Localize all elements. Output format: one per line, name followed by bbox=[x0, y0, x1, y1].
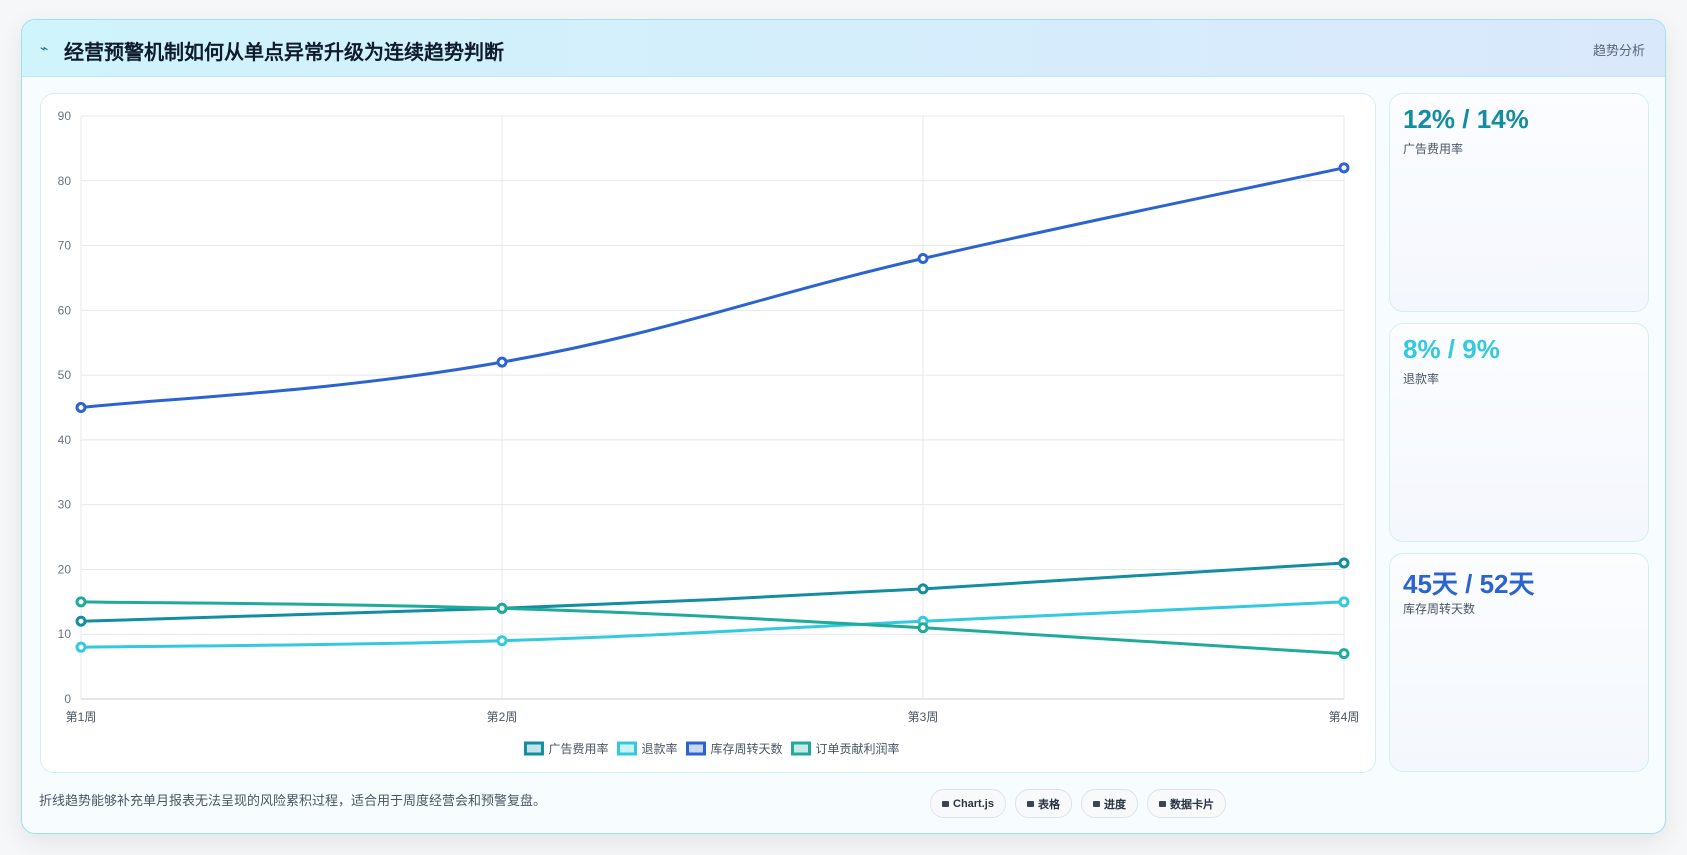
data-point bbox=[75, 641, 87, 653]
y-tick-label: 40 bbox=[58, 433, 72, 447]
legend-swatch bbox=[616, 741, 637, 756]
series-line bbox=[80, 561, 1345, 623]
data-point bbox=[75, 402, 87, 413]
data-point bbox=[1338, 648, 1350, 660]
button-label: 表格 bbox=[1037, 798, 1060, 811]
stat-value: 8% / 9% bbox=[1403, 334, 1500, 364]
data-point bbox=[1338, 162, 1350, 174]
legend-swatch bbox=[686, 741, 706, 756]
x-tick-label: 第1周 bbox=[66, 710, 97, 724]
data-point bbox=[496, 356, 508, 368]
button-label: 进度 bbox=[1103, 798, 1126, 811]
view-button[interactable]: Chart.js bbox=[930, 789, 1006, 818]
y-tick-label: 30 bbox=[58, 498, 72, 512]
y-tick-label: 10 bbox=[58, 627, 72, 641]
x-tick-label: 第3周 bbox=[908, 710, 939, 724]
legend: 广告费用率 退款率 库存周转天数 订单贡献利润率 bbox=[523, 741, 900, 756]
data-point bbox=[1338, 557, 1350, 569]
footer-note: 折线趋势能够补充单月报表无法呈现的风险累积过程，适合用于周度经营会和预警复盘。 bbox=[39, 793, 547, 808]
data-point bbox=[917, 253, 929, 265]
data-point bbox=[917, 622, 929, 634]
y-tick-label: 80 bbox=[58, 174, 72, 188]
data-point bbox=[75, 596, 87, 608]
data-point bbox=[1338, 596, 1350, 608]
data-point bbox=[496, 602, 508, 614]
series-line bbox=[80, 600, 1345, 649]
data-point bbox=[917, 583, 929, 595]
data-point bbox=[75, 615, 87, 627]
series-line bbox=[80, 166, 1345, 409]
chart-panel: 0 10 20 30 40 50 60 70 80 90 第1周 第2周 第3周 第4周广告费用率 退款率 库… bbox=[40, 93, 1376, 773]
stat-value: 45天 / 52天 bbox=[1403, 569, 1535, 599]
y-tick-label: 60 bbox=[58, 303, 72, 317]
header-icon: ⌁ bbox=[40, 40, 49, 56]
stat-label: 退款率 bbox=[1403, 372, 1440, 386]
button-icon bbox=[1158, 800, 1166, 807]
stat-card: 12% / 14% 广告费用率 bbox=[1389, 93, 1649, 312]
x-tick-label: 第2周 bbox=[487, 710, 518, 724]
legend-swatch bbox=[523, 741, 544, 756]
button-label: 数据卡片 bbox=[1169, 798, 1214, 811]
legend-label: 订单贡献利润率 bbox=[816, 741, 900, 756]
button-row: Chart.js 表格 进度 数据卡片 bbox=[930, 789, 1226, 818]
view-button[interactable]: 进度 bbox=[1080, 789, 1138, 818]
y-tick-label: 70 bbox=[58, 239, 72, 253]
view-button[interactable]: 表格 bbox=[1014, 789, 1072, 818]
stat-card: 8% / 9% 退款率 bbox=[1389, 323, 1649, 542]
legend-label: 广告费用率 bbox=[548, 741, 608, 756]
y-tick-label: 50 bbox=[58, 368, 72, 382]
stat-value: 12% / 14% bbox=[1403, 104, 1529, 134]
stat-card: 45天 / 52天库存周转天数 bbox=[1389, 553, 1649, 772]
legend-label: 库存周转天数 bbox=[711, 741, 783, 756]
x-tick-label: 第4周 bbox=[1329, 710, 1360, 724]
button-icon bbox=[942, 800, 949, 807]
stat-label: 广告费用率 bbox=[1403, 142, 1464, 156]
data-point bbox=[496, 635, 508, 647]
header-tag: 趋势分析 bbox=[1592, 43, 1645, 58]
stat-label: 库存周转天数 bbox=[1403, 602, 1476, 616]
button-icon bbox=[1092, 800, 1100, 807]
card-header: ⌁ 经营预警机制如何从单点异常升级为连续趋势判断 趋势分析 bbox=[22, 20, 1665, 77]
y-tick-label: 0 bbox=[64, 692, 71, 706]
button-label: Chart.js bbox=[953, 797, 994, 810]
button-icon bbox=[1026, 800, 1034, 807]
y-tick-label: 20 bbox=[58, 562, 72, 576]
legend-swatch bbox=[791, 741, 812, 756]
view-button[interactable]: 数据卡片 bbox=[1146, 789, 1226, 818]
series-line bbox=[80, 600, 1345, 656]
legend-label: 退款率 bbox=[641, 741, 677, 756]
report-card: ⌁ 经营预警机制如何从单点异常升级为连续趋势判断 趋势分析 0 10 20 30 40 5… bbox=[21, 19, 1666, 834]
header-title: 经营预警机制如何从单点异常升级为连续趋势判断 bbox=[64, 42, 504, 64]
y-tick-label: 90 bbox=[58, 109, 72, 123]
